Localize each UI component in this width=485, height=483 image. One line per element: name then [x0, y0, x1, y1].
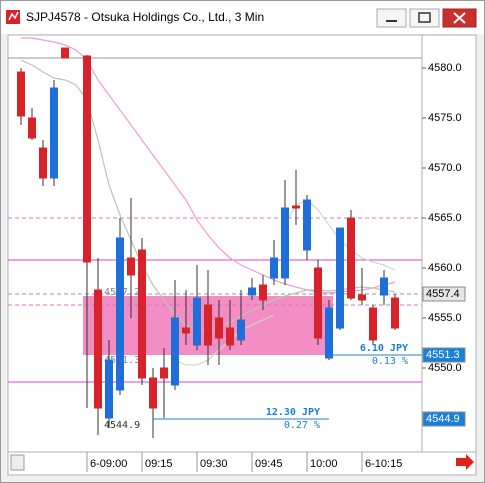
candle-body	[105, 359, 113, 419]
measure-start-label: 4544.9	[104, 420, 140, 431]
minimize-button[interactable]	[376, 8, 407, 28]
price-marker	[422, 411, 466, 427]
candle-body	[116, 237, 124, 391]
candle-body	[314, 267, 322, 339]
time-axis	[7, 451, 477, 476]
window-title: SJPJ4578 - Otsuka Holdings Co., Ltd., 3 …	[26, 10, 264, 24]
candle-body	[193, 297, 201, 346]
x-tick-label: 09:30	[200, 458, 228, 470]
candle-body	[226, 327, 234, 346]
price-marker-label: 4544.9	[426, 413, 460, 425]
x-tick-label: 6-09:00	[90, 458, 127, 470]
price-marker	[422, 286, 466, 302]
window-buttons[interactable]	[376, 8, 477, 28]
candle-body	[83, 55, 91, 263]
candle-body	[149, 377, 157, 409]
candle-body	[61, 47, 69, 59]
candle-body	[50, 87, 58, 179]
measure-change: 6.10 JPY	[360, 343, 408, 354]
y-tick-label: 4560.0	[428, 262, 462, 274]
y-tick-label: 4580.0	[428, 62, 462, 74]
y-tick-label: 4555.0	[428, 312, 462, 324]
x-tick-label: 09:45	[255, 458, 283, 470]
maximize-icon	[418, 12, 431, 23]
candle-body	[325, 307, 333, 359]
candle-body	[138, 249, 146, 379]
candle-body	[182, 327, 190, 334]
candle-body	[160, 367, 168, 379]
price-marker-label: 4557.4	[426, 288, 460, 300]
candle-body	[259, 284, 267, 301]
x-tick-label: 09:15	[145, 458, 173, 470]
x-tick-label: 6-10:15	[365, 458, 402, 470]
candle-body	[204, 304, 212, 346]
candle-body	[391, 297, 399, 329]
candle-body	[237, 319, 245, 341]
candle-body	[380, 277, 388, 296]
scroll-right-arrow[interactable]	[456, 454, 474, 470]
candle-body	[215, 317, 223, 339]
candle-body	[127, 257, 135, 276]
price-marker-label: 4551.3	[426, 349, 460, 361]
candle-body	[28, 117, 36, 139]
candle-body	[39, 147, 47, 179]
candle-body	[303, 199, 311, 251]
measure-change: 12.30 JPY	[266, 407, 320, 418]
price-axis	[421, 34, 477, 453]
candle-body	[17, 71, 25, 117]
candle-body	[336, 227, 344, 329]
candle-body	[248, 287, 256, 296]
price-marker	[422, 347, 466, 363]
candle-body	[369, 307, 377, 341]
candle-body	[281, 207, 289, 279]
measure-percent: 0.13 %	[372, 356, 408, 367]
candle-body	[292, 205, 300, 209]
candle-body	[358, 294, 366, 301]
scroll-box[interactable]	[10, 454, 25, 471]
y-tick-label: 4565.0	[428, 212, 462, 224]
candle-body	[270, 257, 278, 279]
y-tick-label: 4570.0	[428, 162, 462, 174]
candle-body	[94, 289, 102, 409]
indicator-line	[174, 314, 275, 366]
candle-body	[347, 217, 355, 299]
app-icon-glyph	[8, 11, 19, 21]
measure-percent: 0.27 %	[284, 420, 320, 431]
x-tick-label: 10:00	[310, 458, 338, 470]
maximize-button[interactable]	[409, 8, 440, 28]
close-icon	[453, 12, 466, 24]
candle-body	[171, 317, 179, 386]
y-tick-label: 4575.0	[428, 112, 462, 124]
y-tick-label: 4550.0	[428, 362, 462, 374]
chart: 4550.0 4555.0 4560.0 4565.0 4570.0 4575.0 4580…	[8, 37, 466, 472]
